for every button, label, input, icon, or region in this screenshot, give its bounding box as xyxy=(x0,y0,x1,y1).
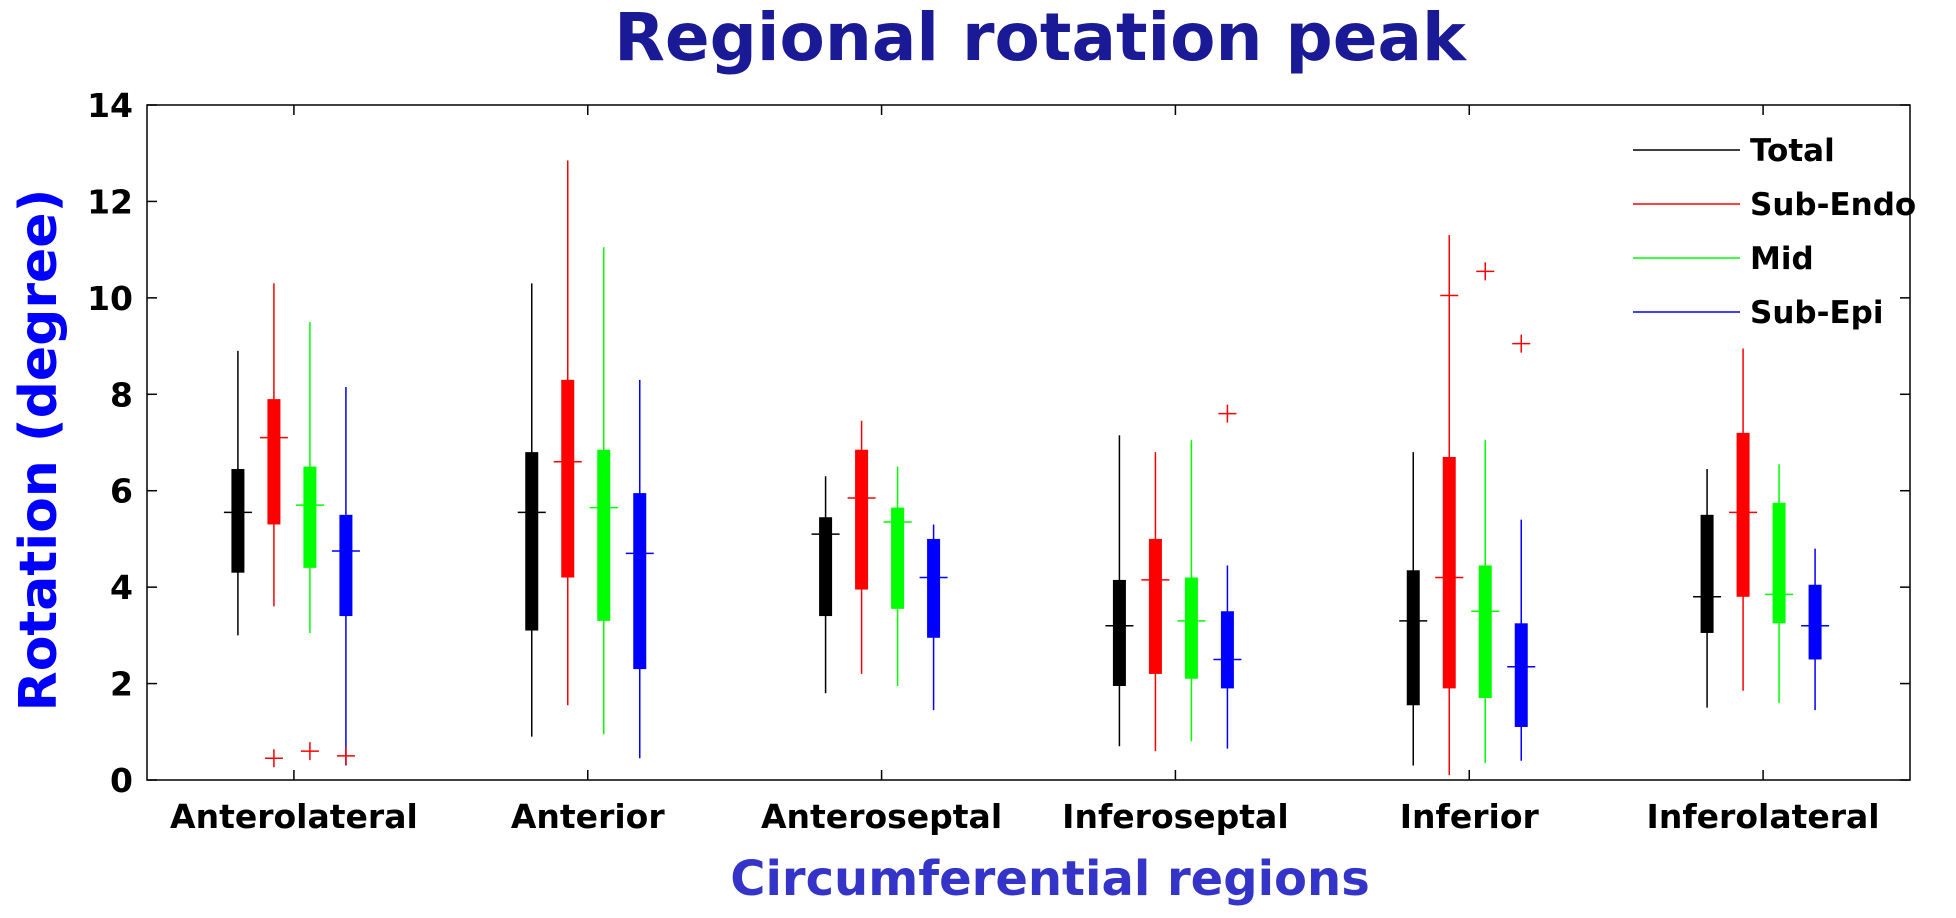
box-iqr xyxy=(1478,565,1492,699)
legend: Total Sub-Endo Mid Sub-Epi xyxy=(1633,133,1916,331)
x-tick-label: Inferoseptal xyxy=(1062,797,1288,836)
y-tick-label: 10 xyxy=(87,279,133,318)
y-tick-label: 4 xyxy=(110,568,133,607)
legend-label: Sub-Epi xyxy=(1750,295,1883,331)
legend-label: Total xyxy=(1750,133,1835,169)
box-iqr xyxy=(891,507,905,609)
box-iqr xyxy=(231,469,245,573)
legend-label: Sub-Endo xyxy=(1750,187,1916,223)
x-tick-label: Inferolateral xyxy=(1647,797,1880,836)
box-iqr xyxy=(339,514,353,617)
box-series-layer xyxy=(223,160,1830,776)
box-iqr xyxy=(1220,611,1234,689)
box-iqr xyxy=(1112,579,1126,686)
box-iqr xyxy=(633,493,647,670)
x-tick-label: Anteroseptal xyxy=(761,797,1002,836)
box-iqr xyxy=(855,449,869,590)
series-sub-epi xyxy=(331,334,1830,766)
box-iqr xyxy=(1406,570,1420,706)
box-iqr xyxy=(819,517,833,617)
legend-label: Mid xyxy=(1750,241,1814,277)
box-iqr xyxy=(561,379,575,578)
y-tick-label: 0 xyxy=(110,761,133,800)
box-iqr xyxy=(597,449,611,621)
outlier-marker xyxy=(1512,334,1531,353)
box-iqr xyxy=(1514,623,1528,727)
box-iqr xyxy=(1184,577,1198,679)
chart-title: Regional rotation peak xyxy=(614,0,1468,76)
outlier-marker xyxy=(336,746,355,765)
x-axis-label: Circumferential regions xyxy=(730,851,1370,907)
box-iqr xyxy=(1736,432,1750,597)
y-tick-label: 6 xyxy=(110,472,133,511)
box-iqr xyxy=(1772,502,1786,624)
series-total xyxy=(223,283,1722,766)
y-axis-label: Rotation (degree) xyxy=(9,189,69,712)
y-tick-label: 12 xyxy=(87,182,133,221)
series-mid xyxy=(295,247,1794,764)
outlier-marker xyxy=(300,742,319,761)
box-iqr xyxy=(525,452,539,631)
outlier-marker xyxy=(1440,286,1459,305)
outlier-marker xyxy=(1476,262,1495,281)
y-tick-label: 14 xyxy=(87,86,133,125)
box-iqr xyxy=(303,466,317,568)
y-tick-label: 8 xyxy=(110,375,133,414)
plot-frame xyxy=(146,104,1911,781)
outlier-marker xyxy=(1218,404,1237,423)
box-iqr xyxy=(927,538,941,638)
box-iqr xyxy=(1148,538,1162,674)
x-tick-label: Anterolateral xyxy=(170,797,418,836)
box-iqr xyxy=(267,399,281,525)
box-iqr xyxy=(1700,514,1714,633)
x-tick-label: Anterior xyxy=(511,797,665,836)
x-tick-label: Inferior xyxy=(1400,797,1540,836)
series-sub-endo xyxy=(259,160,1758,776)
y-tick-label: 2 xyxy=(110,665,133,704)
box-iqr xyxy=(1808,584,1822,660)
plot-area: 0 2 4 6 8 10 12 14 Anterolateral Anterior Anterose… xyxy=(87,86,1911,836)
outlier-marker xyxy=(264,749,283,768)
box-iqr xyxy=(1442,456,1456,689)
